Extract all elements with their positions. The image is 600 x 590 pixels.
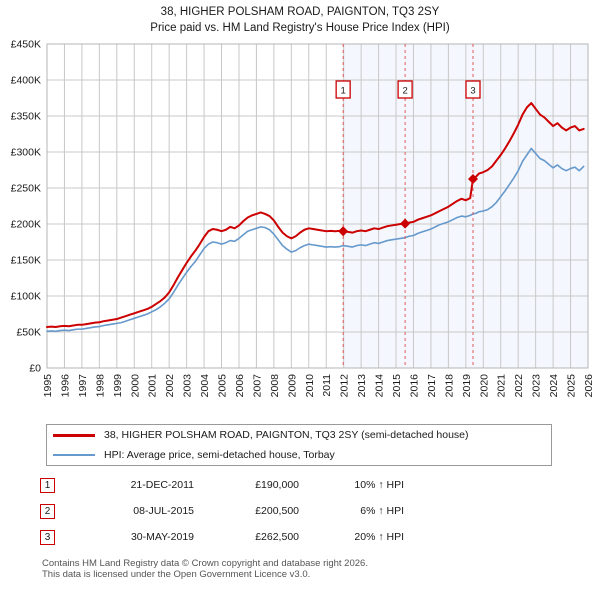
x-axis-tick-label: 2017 [426, 374, 438, 398]
legend-swatch-property [53, 433, 95, 437]
x-axis-tick-label: 2019 [461, 374, 473, 398]
table-row: 1 21-DEC-2011 £190,000 10% ↑ HPI [40, 472, 480, 498]
page-title: 38, HIGHER POLSHAM ROAD, PAIGNTON, TQ3 2… [160, 6, 440, 18]
chart-title-block: 38, HIGHER POLSHAM ROAD, PAIGNTON, TQ3 2… [0, 4, 600, 36]
legend-label-property: 38, HIGHER POLSHAM ROAD, PAIGNTON, TQ3 2… [104, 429, 469, 441]
annotation-label-1: 1 [341, 86, 346, 97]
transaction-hpi-3: 20% ↑ HPI [354, 531, 404, 543]
y-axis-tick-label: £0 [29, 363, 41, 375]
x-axis-tick-label: 2008 [269, 374, 281, 398]
plot-area: £0 £50K £100K £150K £200K £250K £300K £350K £400… [11, 39, 595, 398]
x-axis-tick-label: 2025 [566, 374, 578, 398]
x-axis-tick-label: 1995 [42, 374, 54, 398]
x-axis-tick-label: 2007 [251, 374, 263, 398]
x-axis-tick-label: 2021 [496, 374, 508, 398]
series-line-property [46, 102, 585, 328]
x-axis-tick-label: 2006 [234, 374, 246, 398]
x-axis-tick-label: 2023 [531, 374, 543, 398]
transaction-price-2: £200,500 [255, 505, 299, 517]
page-subtitle: Price paid vs. HM Land Registry's House … [150, 22, 450, 34]
x-axis-tick-label: 1997 [77, 374, 89, 398]
sale-marker-2[interactable] [400, 218, 411, 229]
y-axis-tick-label: £400K [11, 75, 41, 87]
transaction-badge-3: 3 [40, 529, 55, 545]
x-axis-tick-label: 2002 [164, 374, 176, 398]
x-axis-tick-label: 2018 [443, 374, 455, 398]
x-axis-tick-label: 2009 [286, 374, 298, 398]
annotation-label-3: 3 [470, 86, 475, 97]
x-axis-tick-label: 2020 [478, 374, 490, 398]
footer-line-1: Contains HM Land Registry data © Crown c… [42, 558, 368, 569]
transaction-price-1: £190,000 [255, 479, 299, 491]
chart-legend: 38, HIGHER POLSHAM ROAD, PAIGNTON, TQ3 2… [46, 424, 552, 466]
sale-marker-3[interactable] [467, 174, 478, 184]
transaction-price-3: £262,500 [255, 531, 299, 543]
sale-marker-1[interactable] [338, 226, 349, 237]
annotation-box-3[interactable] [465, 80, 481, 99]
x-axis-tick-label: 2010 [304, 374, 316, 398]
annotation-box-2[interactable] [397, 80, 413, 99]
x-axis-tick-label: 1999 [112, 374, 124, 398]
footer-line-2: This data is licensed under the Open Gov… [42, 569, 311, 580]
transaction-date-3: 30-MAY-2019 [130, 531, 194, 543]
transaction-date-1: 21-DEC-2011 [130, 479, 194, 491]
x-axis-tick-label: 2004 [199, 374, 211, 398]
y-axis-tick-label: £250K [11, 183, 41, 195]
x-axis-tick-label: 2011 [321, 374, 333, 397]
y-axis-tick-label: £300K [11, 147, 41, 159]
legend-label-hpi: HPI: Average price, semi-detached house,… [104, 449, 335, 461]
x-axis-tick-label: 2026 [583, 374, 595, 398]
table-row: 2 08-JUL-2015 £200,500 6% ↑ HPI [40, 498, 480, 524]
x-axis-tick-label: 1998 [94, 374, 106, 398]
annotation-box-1[interactable] [335, 80, 351, 99]
y-axis-tick-label: £450K [11, 39, 41, 51]
x-axis-tick-label: 2005 [217, 374, 229, 398]
x-axis-tick-label: 2012 [339, 374, 351, 398]
transaction-date-2: 08-JUL-2015 [133, 505, 194, 517]
transactions-table: 1 21-DEC-2011 £190,000 10% ↑ HPI 2 08-JU… [40, 472, 480, 550]
y-axis-tick-label: £150K [11, 255, 41, 267]
x-axis-tick-label: 2022 [513, 374, 525, 398]
y-axis-tick-label: £100K [11, 291, 41, 303]
transaction-hpi-1: 10% ↑ HPI [354, 479, 404, 491]
table-row: 3 30-MAY-2019 £262,500 20% ↑ HPI [40, 524, 480, 550]
legend-swatch-hpi [53, 454, 95, 456]
legend-item-hpi: HPI: Average price, semi-detached house,… [47, 445, 551, 465]
y-axis-tick-label: £200K [11, 219, 41, 231]
x-axis-tick-label: 2003 [182, 374, 194, 398]
y-axis-tick-label: £50K [16, 327, 41, 339]
x-axis-tick-label: 2015 [391, 374, 403, 398]
legend-item-property: 38, HIGHER POLSHAM ROAD, PAIGNTON, TQ3 2… [47, 425, 551, 445]
y-axis-tick-label: £350K [11, 111, 41, 123]
x-axis-tick-label: 2016 [408, 374, 420, 398]
x-axis-tick-label: 2024 [548, 374, 560, 398]
x-axis-tick-label: 2001 [147, 374, 159, 398]
x-axis-tick-label: 2014 [374, 374, 386, 398]
annotation-label-2: 2 [402, 86, 407, 97]
transaction-badge-1: 1 [40, 477, 55, 493]
x-axis-tick-label: 2013 [356, 374, 368, 398]
x-axis-tick-label: 1996 [59, 374, 71, 398]
x-axis-tick-label: 2000 [129, 374, 141, 398]
copyright-footer: Contains HM Land Registry data © Crown c… [42, 558, 582, 580]
transaction-hpi-2: 6% ↑ HPI [360, 505, 404, 517]
plot-border [46, 43, 589, 369]
series-line-hpi [46, 147, 585, 333]
transaction-badge-2: 2 [40, 503, 55, 519]
